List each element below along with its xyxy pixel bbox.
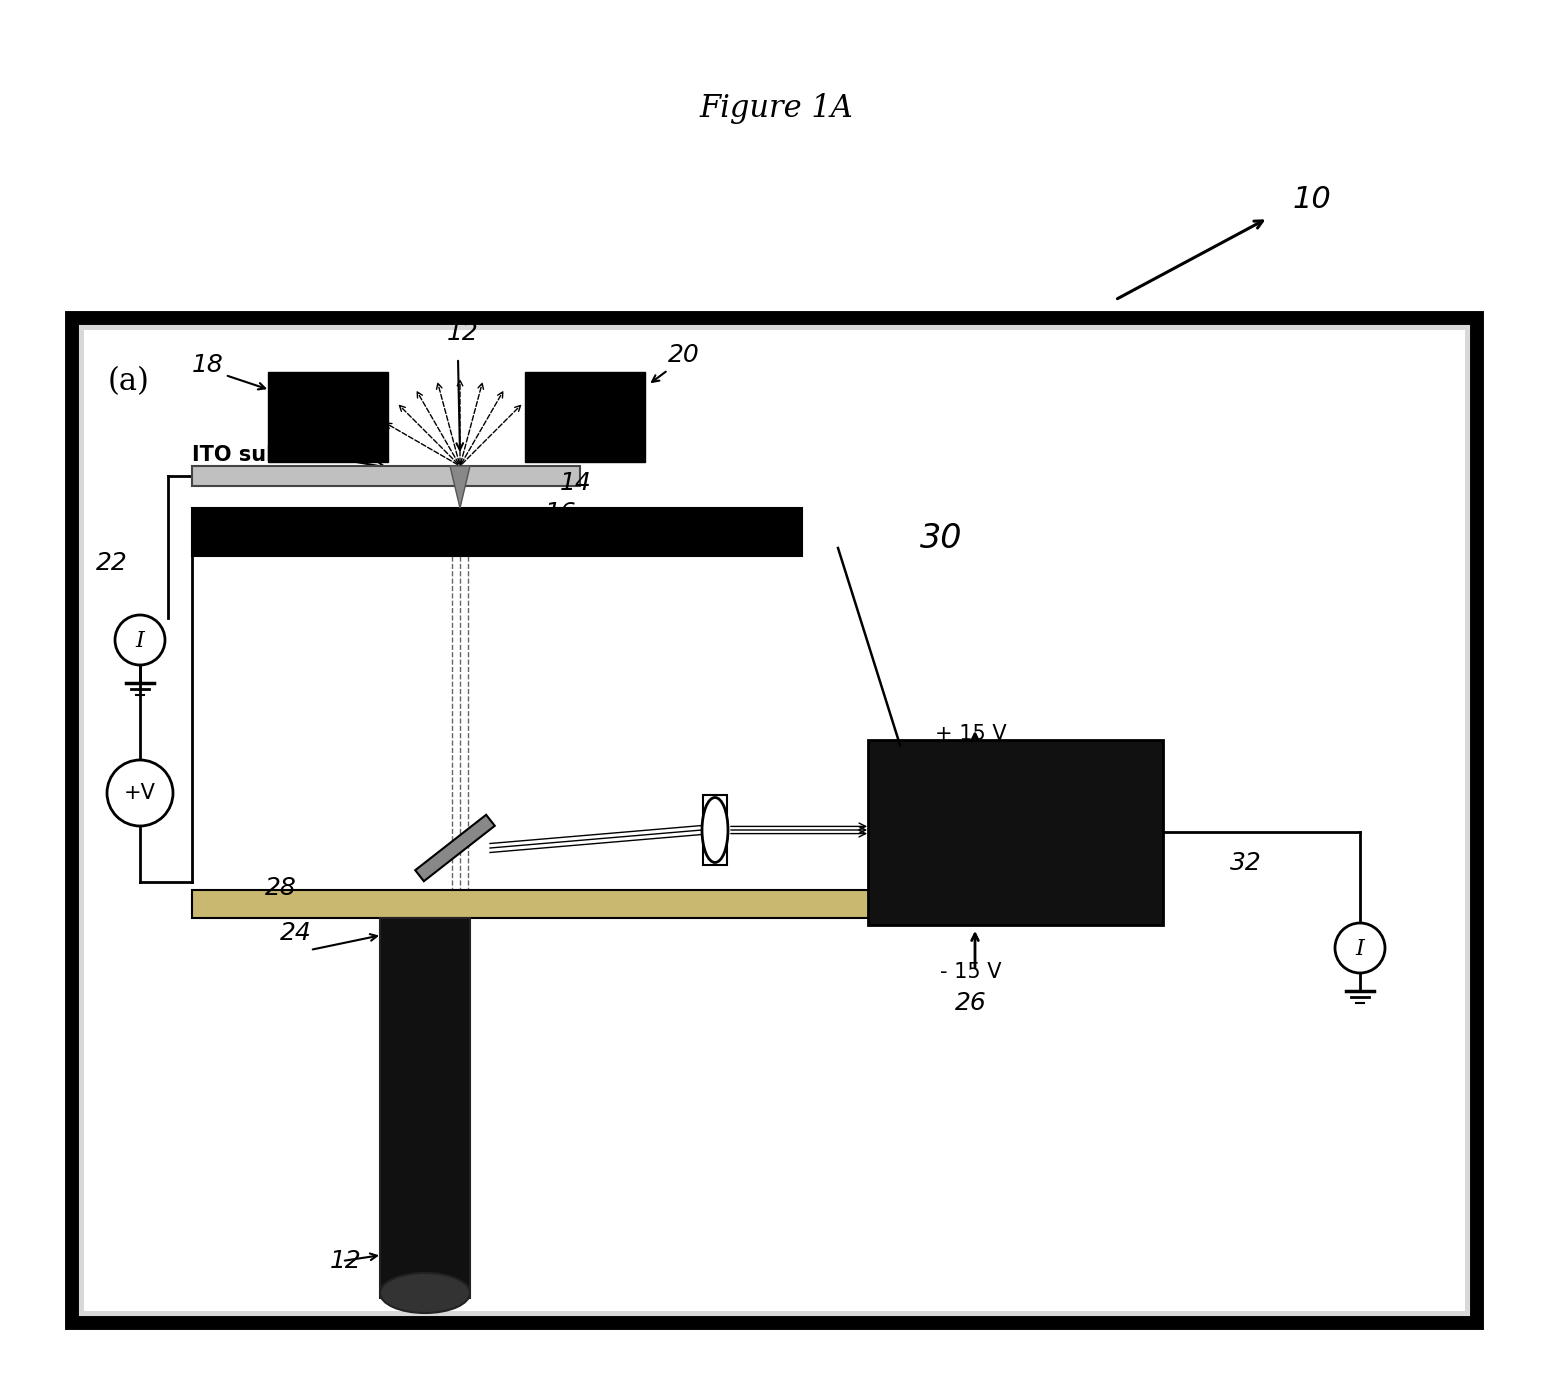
Polygon shape xyxy=(416,814,495,881)
Text: 22: 22 xyxy=(96,551,127,575)
Text: ITO substrate: ITO substrate xyxy=(192,445,352,465)
Text: 1: 1 xyxy=(559,530,574,555)
Text: 26: 26 xyxy=(954,991,987,1015)
Bar xyxy=(868,741,1162,926)
Circle shape xyxy=(115,615,165,665)
Text: 12: 12 xyxy=(447,322,478,345)
Circle shape xyxy=(107,760,172,825)
Text: 32: 32 xyxy=(1231,851,1262,876)
Text: I: I xyxy=(1355,938,1364,960)
Text: 10: 10 xyxy=(1293,185,1332,214)
Bar xyxy=(84,330,1465,1311)
Text: 14: 14 xyxy=(560,470,591,496)
Bar xyxy=(380,917,470,1297)
Text: 24: 24 xyxy=(279,922,312,945)
Text: 28: 28 xyxy=(265,876,296,901)
Text: 18: 18 xyxy=(192,354,223,377)
Text: I: I xyxy=(135,631,144,651)
Text: 12: 12 xyxy=(331,1249,362,1274)
Text: Figure 1A: Figure 1A xyxy=(698,92,854,124)
Bar xyxy=(703,795,726,864)
Text: 20: 20 xyxy=(667,342,700,367)
Ellipse shape xyxy=(702,798,728,863)
Text: 30: 30 xyxy=(920,522,962,555)
Text: (a): (a) xyxy=(109,366,151,398)
Text: 16: 16 xyxy=(545,501,577,525)
Text: + 15 V: + 15 V xyxy=(934,724,1007,743)
Bar xyxy=(525,372,646,462)
Bar xyxy=(71,317,1478,1322)
Bar xyxy=(268,372,388,462)
Circle shape xyxy=(1335,923,1384,973)
Ellipse shape xyxy=(380,1274,470,1313)
Bar xyxy=(192,466,580,486)
Polygon shape xyxy=(450,466,470,508)
Bar xyxy=(192,508,802,555)
Text: - 15 V: - 15 V xyxy=(941,962,1001,981)
Text: +V: +V xyxy=(124,782,155,803)
Bar xyxy=(192,889,1062,917)
